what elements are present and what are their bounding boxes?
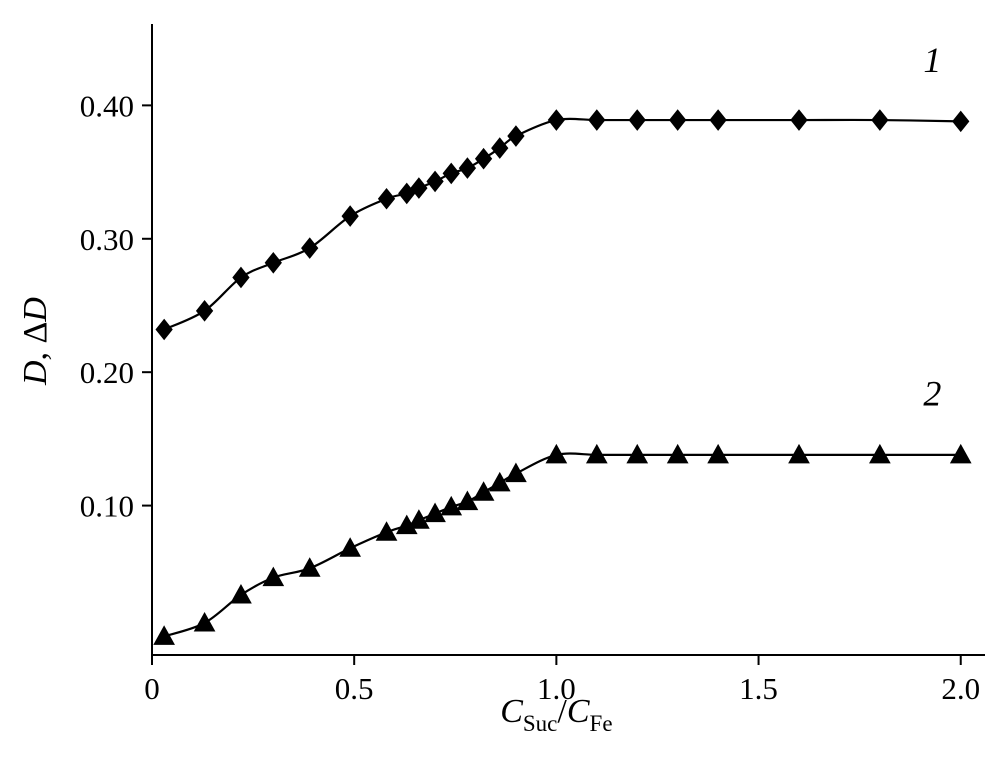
triangle-marker (262, 566, 285, 587)
y-tick-label: 0.10 (80, 489, 134, 524)
x-tick-label: 1.5 (739, 671, 778, 706)
diamond-marker (377, 187, 396, 210)
triangle-marker (153, 625, 175, 645)
triangle-marker (949, 443, 972, 464)
x-tick-label: 0 (144, 671, 160, 706)
triangle-marker (230, 583, 252, 604)
triangle-marker (666, 443, 689, 464)
diamond-marker (458, 157, 477, 179)
triangle-marker (488, 471, 511, 492)
series-1-line (163, 117, 961, 331)
diamond-marker (547, 109, 566, 131)
triangle-marker (505, 462, 527, 483)
diamond-marker (155, 318, 173, 341)
triangle-marker (440, 495, 463, 516)
y-tick-label: 0.20 (80, 355, 134, 390)
diamond-marker (232, 266, 250, 289)
diamond-marker (709, 109, 727, 131)
series-2: 2 (153, 374, 972, 645)
y-tick-label: 0.40 (80, 88, 134, 123)
triangle-marker (585, 443, 608, 464)
diamond-marker (507, 125, 525, 147)
diamond-marker (474, 147, 493, 170)
triangle-marker (707, 443, 729, 464)
diamond-marker (952, 110, 970, 133)
axes: 0.10 0.20 0.30 0.40 0 0.5 1.0 1.5 2.0 (80, 24, 985, 706)
x-tick-label: 2.0 (941, 671, 980, 706)
diamond-marker (628, 109, 646, 131)
triangle-marker (456, 490, 479, 511)
triangle-marker (545, 443, 568, 464)
diamond-marker (871, 109, 889, 131)
triangle-marker (472, 481, 495, 501)
diamond-marker (264, 251, 282, 274)
diamond-marker (301, 237, 319, 259)
triangle-marker (298, 557, 321, 577)
diamond-marker (588, 109, 606, 131)
series-2-label: 2 (923, 374, 941, 414)
diamond-marker (341, 205, 359, 227)
y-axis-label: D, ΔD (17, 297, 54, 386)
diamond-marker (790, 109, 808, 131)
triangle-marker (869, 443, 891, 464)
y-tick-label: 0.30 (80, 222, 134, 257)
x-axis-label: CSuc/CFe (500, 693, 612, 736)
triangle-marker (375, 521, 398, 541)
diamond-marker (410, 177, 428, 199)
triangle-marker (193, 611, 216, 632)
series-2-line (163, 452, 961, 638)
series-1: 1 (155, 40, 970, 341)
triangle-marker (626, 443, 649, 464)
x-tick-label: 0.5 (335, 671, 374, 706)
triangle-marker (788, 443, 810, 464)
diamond-marker (669, 109, 687, 131)
x-tick-label: 1.0 (537, 671, 576, 706)
diamond-marker (426, 170, 444, 193)
diamond-marker (442, 162, 460, 185)
diamond-marker (195, 300, 214, 322)
triangle-marker (339, 537, 361, 557)
series-1-label: 1 (923, 40, 941, 80)
triangle-marker (408, 509, 430, 529)
diamond-marker (491, 137, 509, 159)
triangle-marker (424, 502, 446, 523)
